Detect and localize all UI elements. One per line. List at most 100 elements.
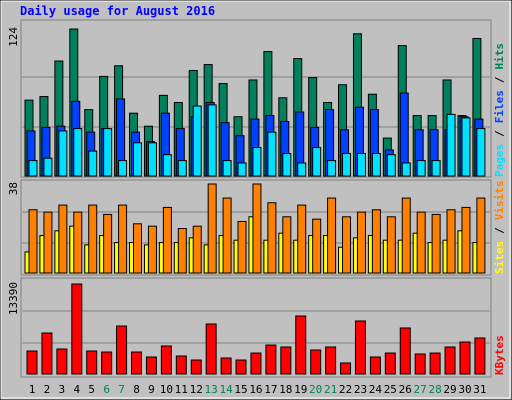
legend-separator: / xyxy=(493,130,506,137)
bar xyxy=(103,128,113,177)
bar xyxy=(461,117,471,177)
bar xyxy=(444,346,456,375)
bar xyxy=(476,197,486,274)
bar xyxy=(73,128,83,177)
bar xyxy=(342,216,352,274)
bar xyxy=(342,152,352,177)
x-tick-label: 5 xyxy=(88,383,95,396)
bar xyxy=(177,228,187,274)
bar xyxy=(71,283,83,375)
bar xyxy=(369,356,381,375)
x-tick-label: 25 xyxy=(384,383,397,396)
x-tick-label: 30 xyxy=(458,383,471,396)
x-tick-label: 20 xyxy=(309,383,322,396)
x-tick-label: 12 xyxy=(190,383,203,396)
bar xyxy=(88,150,98,177)
panel-frame xyxy=(20,19,492,178)
bar xyxy=(431,160,441,177)
x-tick-label: 10 xyxy=(160,383,173,396)
legend-entry: KBytes xyxy=(493,335,506,375)
bar xyxy=(384,352,396,375)
legend: Sites / Visits xyxy=(493,181,506,275)
x-tick-label: 24 xyxy=(369,383,383,396)
bar xyxy=(401,162,411,177)
bar xyxy=(147,142,157,177)
y-tick-label: 38 xyxy=(7,182,20,195)
bar xyxy=(327,160,337,177)
bar xyxy=(282,152,292,177)
legend-separator: / xyxy=(493,76,506,83)
bar xyxy=(86,350,98,375)
bar xyxy=(133,142,143,177)
bar xyxy=(459,341,471,375)
bar xyxy=(116,325,128,375)
bar xyxy=(297,162,307,177)
bar xyxy=(235,359,247,375)
x-tick-label: 4 xyxy=(73,383,80,396)
bar xyxy=(58,204,68,274)
legend-entry: Visits xyxy=(493,181,506,221)
bar xyxy=(41,332,53,375)
bar xyxy=(73,211,83,274)
panel-frame xyxy=(20,277,492,378)
x-tick-label: 18 xyxy=(279,383,292,396)
bar xyxy=(356,152,366,177)
x-tick-label: 1 xyxy=(29,383,36,396)
legend-entry: Pages xyxy=(493,144,506,177)
bar xyxy=(461,206,471,274)
bar xyxy=(145,356,157,375)
bar xyxy=(162,154,172,177)
bar xyxy=(220,357,232,375)
legend: Pages / Files / Hits xyxy=(493,43,506,177)
legend-entry: Hits xyxy=(493,43,506,70)
x-tick-label: 13 xyxy=(205,383,218,396)
bar xyxy=(26,350,38,375)
bar xyxy=(399,327,411,375)
bar xyxy=(416,160,426,177)
x-tick-label: 9 xyxy=(148,383,155,396)
bar xyxy=(312,147,322,177)
bar xyxy=(56,348,68,375)
bar xyxy=(88,204,98,274)
bar xyxy=(325,346,337,375)
x-tick-label: 11 xyxy=(175,383,188,396)
bar xyxy=(237,162,247,177)
bar xyxy=(237,220,247,274)
y-tick-label: 13390 xyxy=(7,282,20,315)
bar xyxy=(371,152,381,177)
bar xyxy=(282,216,292,274)
x-tick-label: 17 xyxy=(264,383,277,396)
x-tick-label: 22 xyxy=(339,383,352,396)
bar xyxy=(386,216,396,274)
bar xyxy=(192,105,202,177)
bar xyxy=(429,352,441,375)
bar xyxy=(265,344,277,375)
x-tick-label: 15 xyxy=(234,383,247,396)
bar xyxy=(474,337,486,375)
bar xyxy=(192,225,202,274)
bar xyxy=(250,352,262,375)
bar xyxy=(414,353,426,375)
bar xyxy=(446,209,456,274)
x-tick-label: 23 xyxy=(354,383,367,396)
bar xyxy=(43,157,53,177)
x-tick-label: 16 xyxy=(249,383,262,396)
bar xyxy=(446,113,456,177)
x-tick-label: 14 xyxy=(219,383,233,396)
x-tick-label: 29 xyxy=(443,383,456,396)
bar xyxy=(267,202,277,274)
bar xyxy=(252,147,262,177)
bar xyxy=(295,315,307,375)
bar xyxy=(190,359,202,375)
bar xyxy=(101,351,113,375)
bar xyxy=(133,223,143,274)
x-tick-label: 2 xyxy=(44,383,51,396)
bar xyxy=(267,131,277,177)
bar xyxy=(356,211,366,274)
x-tick-label: 6 xyxy=(103,383,110,396)
bar xyxy=(222,160,232,177)
bar xyxy=(297,204,307,274)
legend-entry: Sites xyxy=(493,241,506,274)
bar xyxy=(280,346,292,375)
